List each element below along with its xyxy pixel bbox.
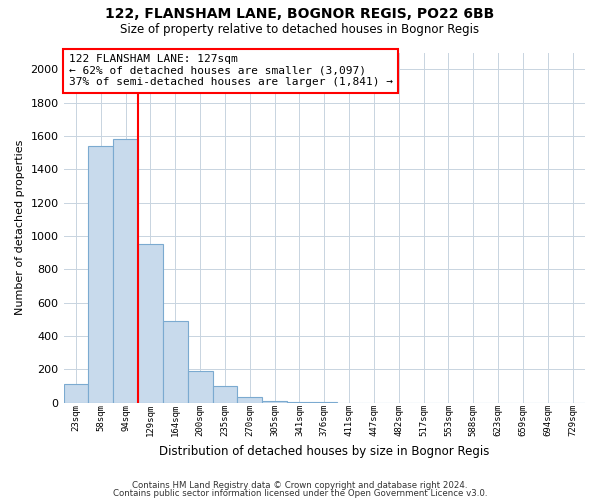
Bar	[64, 384, 88, 402]
Text: Contains HM Land Registry data © Crown copyright and database right 2024.: Contains HM Land Registry data © Crown c…	[132, 481, 468, 490]
Bar	[262, 401, 287, 402]
X-axis label: Distribution of detached houses by size in Bognor Regis: Distribution of detached houses by size …	[159, 444, 490, 458]
Bar	[138, 244, 163, 402]
Text: 122, FLANSHAM LANE, BOGNOR REGIS, PO22 6BB: 122, FLANSHAM LANE, BOGNOR REGIS, PO22 6…	[106, 8, 494, 22]
Bar	[238, 396, 262, 402]
Bar	[188, 371, 212, 402]
Text: Contains public sector information licensed under the Open Government Licence v3: Contains public sector information licen…	[113, 488, 487, 498]
Bar	[163, 321, 188, 402]
Bar	[88, 146, 113, 403]
Bar	[113, 139, 138, 402]
Bar	[212, 386, 238, 402]
Y-axis label: Number of detached properties: Number of detached properties	[15, 140, 25, 315]
Text: 122 FLANSHAM LANE: 127sqm
← 62% of detached houses are smaller (3,097)
37% of se: 122 FLANSHAM LANE: 127sqm ← 62% of detac…	[69, 54, 393, 88]
Text: Size of property relative to detached houses in Bognor Regis: Size of property relative to detached ho…	[121, 22, 479, 36]
